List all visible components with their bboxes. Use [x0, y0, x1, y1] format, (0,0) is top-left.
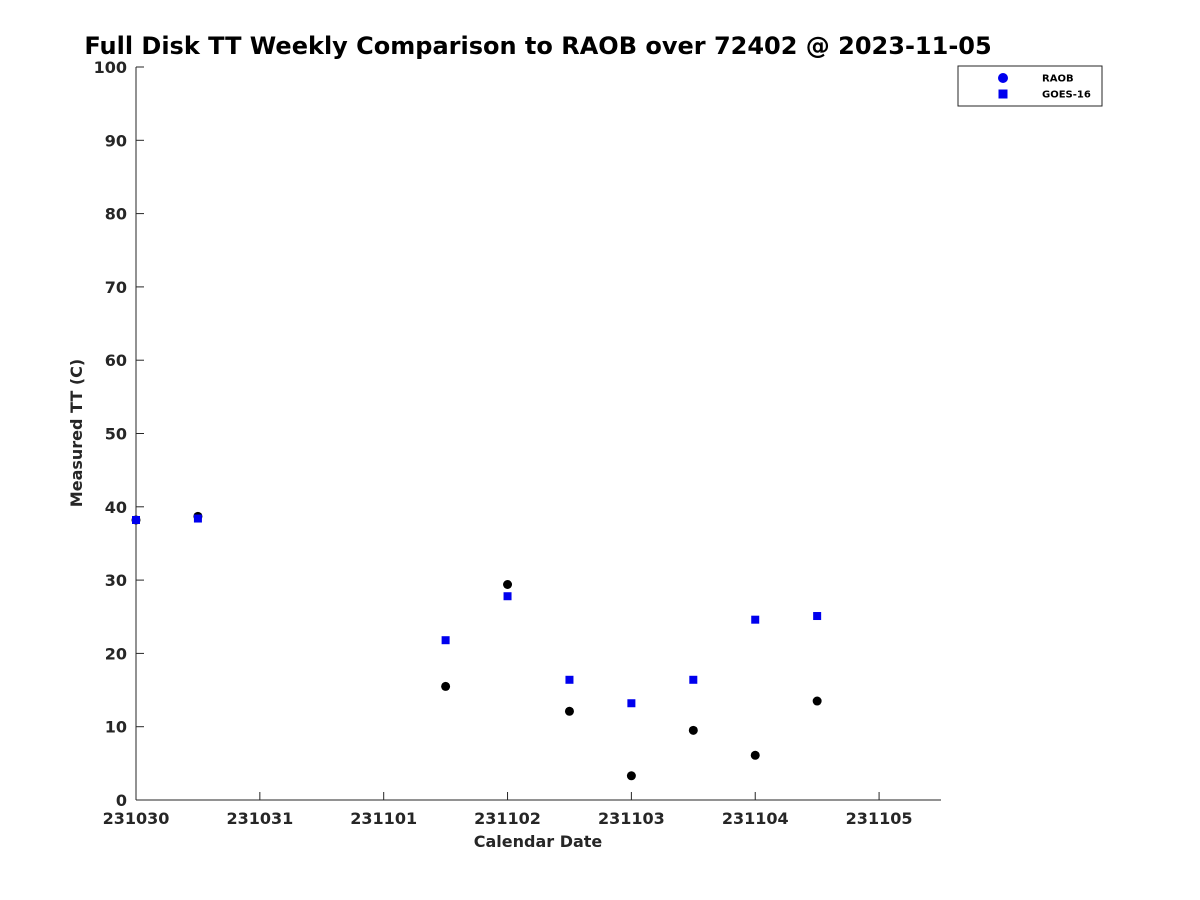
- y-tick-label: 50: [105, 425, 127, 444]
- legend-box: [957, 65, 1103, 107]
- data-point-raob: [441, 681, 451, 691]
- legend-goes16-marker: [998, 89, 1008, 99]
- data-point-raob: [503, 579, 513, 589]
- legend-raob-label: RAOB: [1042, 74, 1074, 85]
- y-tick-label: 60: [105, 351, 127, 370]
- data-point-goes16: [441, 636, 450, 645]
- data-point-raob: [750, 750, 760, 760]
- x-axis-label: Calendar Date: [474, 832, 603, 851]
- data-point-goes16: [813, 612, 822, 621]
- x-tick-label: 231031: [226, 809, 293, 828]
- data-point-goes16: [689, 675, 698, 684]
- y-axis-label: Measured TT (C): [67, 359, 86, 507]
- data-point-raob: [812, 696, 822, 706]
- x-tick-label: 231105: [846, 809, 913, 828]
- x-tick-label: 231101: [350, 809, 417, 828]
- y-tick-label: 10: [105, 718, 127, 737]
- data-point-goes16: [751, 615, 760, 624]
- y-tick-label: 80: [105, 205, 127, 224]
- y-tick-label: 100: [94, 58, 127, 77]
- legend: RAOB GOES-16: [957, 65, 1103, 107]
- x-axis-ticks: 231030 231031 231101 231102 231103 231104 2311…: [103, 792, 913, 828]
- data-point-goes16: [193, 514, 202, 523]
- y-tick-label: 40: [105, 498, 127, 517]
- y-tick-label: 20: [105, 644, 127, 663]
- data-point-goes16: [565, 675, 574, 684]
- y-tick-label: 70: [105, 278, 127, 297]
- data-point-raob: [688, 725, 698, 735]
- legend-goes16-label: GOES-16: [1042, 90, 1091, 101]
- x-tick-label: 231104: [722, 809, 789, 828]
- data-point-raob: [626, 771, 636, 781]
- legend-raob-marker: [998, 73, 1008, 83]
- plot-axes: 0 10 20 30 40 50 60 70 80 90 100 231030 231031 23110…: [94, 58, 941, 828]
- x-tick-label: 231102: [474, 809, 541, 828]
- y-axis-ticks: 0 10 20 30 40 50 60 70 80 90 100: [94, 58, 144, 810]
- x-tick-label: 231103: [598, 809, 665, 828]
- y-tick-label: 30: [105, 571, 127, 590]
- data-point-goes16: [627, 699, 636, 708]
- data-point-goes16: [132, 515, 140, 524]
- chart-title: Full Disk TT Weekly Comparison to RAOB o…: [84, 32, 991, 60]
- data-point-goes16: [503, 592, 512, 601]
- x-tick-label: 231030: [103, 809, 170, 828]
- data-point-raob: [564, 706, 574, 716]
- y-tick-label: 90: [105, 131, 127, 150]
- y-tick-label: 0: [116, 791, 127, 810]
- data-points: [131, 511, 822, 781]
